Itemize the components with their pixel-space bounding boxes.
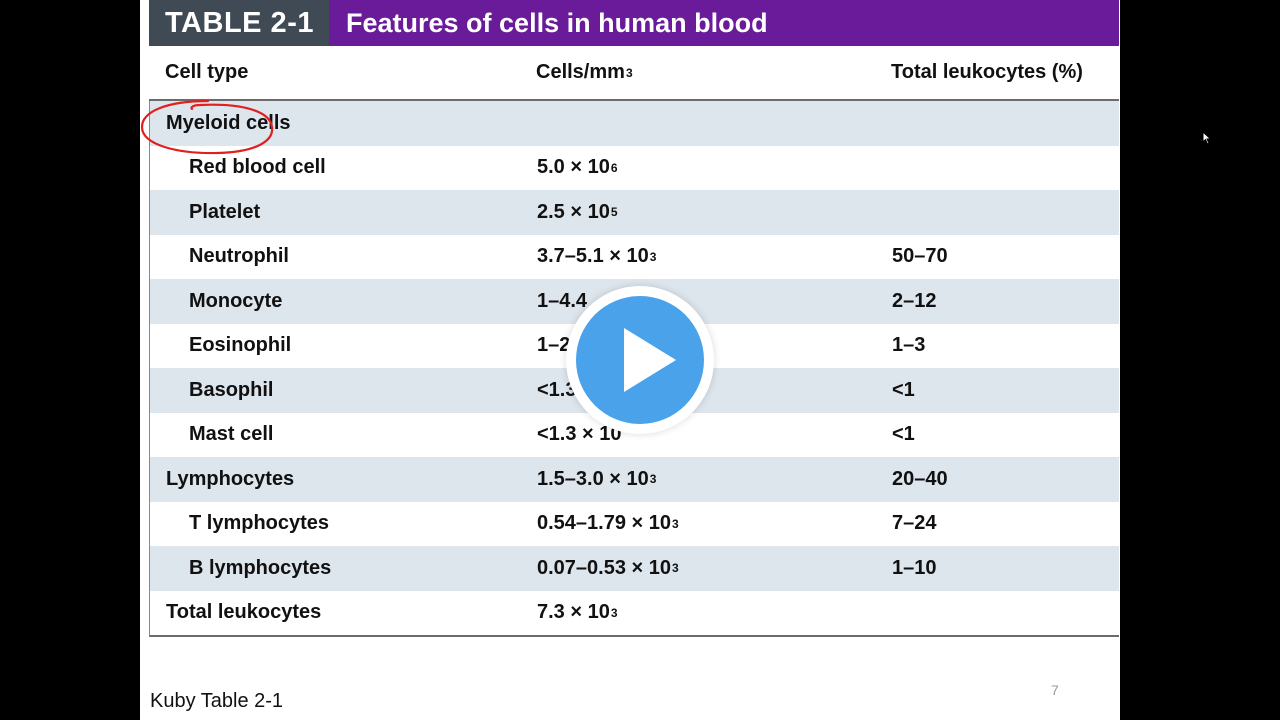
cell-count-value: 1.5–3.0 × 10	[537, 467, 649, 490]
cell-type-name: B lymphocytes	[189, 556, 332, 579]
page-number: 7	[1051, 682, 1059, 698]
cell-type-name: Mast cell	[189, 423, 274, 446]
cell-count: 1–2	[537, 324, 570, 369]
table-row: Myeloid cells	[149, 101, 1119, 146]
table-title: Features of cells in human blood	[329, 0, 1119, 46]
cell-count-exponent: 3	[672, 516, 679, 531]
table-body: Myeloid cells Red blood cell 5.0 × 10 6 Plat…	[149, 101, 1119, 637]
table-row: Mast cell <1.3 × 10 <1	[149, 412, 1119, 458]
cell-count-value: 5.0 × 10	[537, 156, 610, 179]
cell-count: 7.3 × 10 3	[537, 591, 618, 636]
cell-count-value: <1.3 × 10	[537, 423, 622, 446]
cell-count-exponent: 3	[610, 605, 618, 620]
hand-drawn-circle-annotation	[140, 99, 274, 155]
cell-count: 1.5–3.0 × 10 3	[537, 457, 656, 502]
cell-count: 0.54–1.79 × 10 3	[537, 502, 679, 547]
cell-count-value: 1–2	[537, 334, 571, 357]
cell-count-value: 0.54–1.79 × 10	[537, 512, 672, 535]
source-caption: Kuby Table 2-1	[150, 690, 284, 712]
cell-count-value: 2.5 × 10	[537, 200, 610, 223]
cell-leukocyte-percent: 1–3	[892, 334, 926, 357]
cell-count-value: 7.3 × 10	[537, 601, 610, 624]
cell-leukocyte-percent: 7–24	[892, 512, 937, 535]
table-row: B lymphocytes 0.07–0.53 × 10 3 1–10	[149, 546, 1119, 591]
cell-type-name: Lymphocytes	[166, 467, 295, 490]
cell-count-value: 0.07–0.53 × 10	[537, 556, 672, 579]
table-label: TABLE 2-1	[149, 0, 329, 46]
table-row: Lymphocytes 1.5–3.0 × 10 3 20–40	[149, 457, 1119, 502]
cell-type-name: Eosinophil	[189, 334, 292, 357]
cell-count: <1.3	[537, 368, 576, 413]
header-cells-per-mm3: Cells/mm 3	[536, 46, 633, 99]
cell-count: 1–4.4	[537, 279, 587, 324]
cell-count: 5.0 × 10 6	[537, 146, 618, 191]
cell-leukocyte-percent: 1–10	[892, 556, 937, 579]
header-cells-per-mm3-label: Cells/mm	[536, 61, 625, 83]
table-title-bar: TABLE 2-1 Features of cells in human blo…	[149, 0, 1119, 46]
table-row: Platelet 2.5 × 10 5	[149, 190, 1119, 235]
blood-cells-table: Cell type Cells/mm 3 Total leukocytes (%)…	[149, 46, 1119, 637]
header-total-leukocytes: Total leukocytes (%)	[891, 61, 1083, 83]
cell-count-exponent: 3	[649, 472, 657, 487]
cell-count-value: 3.7–5.1 × 10	[537, 245, 649, 268]
table-row: Red blood cell 5.0 × 10 6	[149, 145, 1119, 191]
cell-count-exponent: 5	[610, 205, 618, 220]
cell-count-exponent: 3	[649, 249, 657, 264]
cell-count-exponent: 6	[610, 160, 618, 175]
table-row: T lymphocytes 0.54–1.79 × 10 3 7–24	[149, 501, 1119, 547]
table-row: Total leukocytes 7.3 × 10 3	[149, 590, 1119, 637]
cell-type-name: Platelet	[189, 200, 261, 223]
video-play-button[interactable]	[566, 286, 714, 434]
cell-leukocyte-percent: 20–40	[892, 467, 948, 490]
slide: TABLE 2-1 Features of cells in human blo…	[140, 0, 1120, 720]
cell-leukocyte-percent: <1	[892, 378, 915, 401]
cell-count: 0.07–0.53 × 10 3	[537, 546, 679, 591]
header-superscript: 3	[625, 65, 633, 80]
cell-type-name: Monocyte	[189, 289, 283, 312]
cell-type-name: Red blood cell	[189, 156, 326, 179]
table-row: Neutrophil 3.7–5.1 × 10 3 50–70	[149, 234, 1119, 280]
cell-leukocyte-percent: 50–70	[892, 245, 948, 268]
cell-count: 2.5 × 10 5	[537, 190, 618, 235]
mouse-cursor-icon	[1202, 131, 1212, 145]
table-header-row: Cell type Cells/mm 3 Total leukocytes (%)	[149, 46, 1119, 101]
cell-count-value: <1.3	[537, 378, 577, 401]
cell-count-exponent: 3	[672, 561, 679, 576]
cell-count: 3.7–5.1 × 10 3	[537, 235, 656, 280]
header-cell-type: Cell type	[165, 61, 249, 83]
cell-count-value: 1–4.4	[537, 289, 588, 312]
cell-type-name: T lymphocytes	[189, 512, 330, 535]
play-icon[interactable]	[624, 328, 676, 392]
cell-leukocyte-percent: <1	[892, 423, 915, 446]
cell-count: <1.3 × 10	[537, 413, 622, 458]
cell-type-name: Total leukocytes	[166, 601, 322, 624]
cell-type-name: Neutrophil	[189, 245, 289, 268]
cell-type-name: Myeloid cells	[166, 111, 291, 134]
cell-leukocyte-percent: 2–12	[892, 289, 937, 312]
cell-type-name: Basophil	[189, 378, 274, 401]
play-button-circle[interactable]	[576, 296, 704, 424]
